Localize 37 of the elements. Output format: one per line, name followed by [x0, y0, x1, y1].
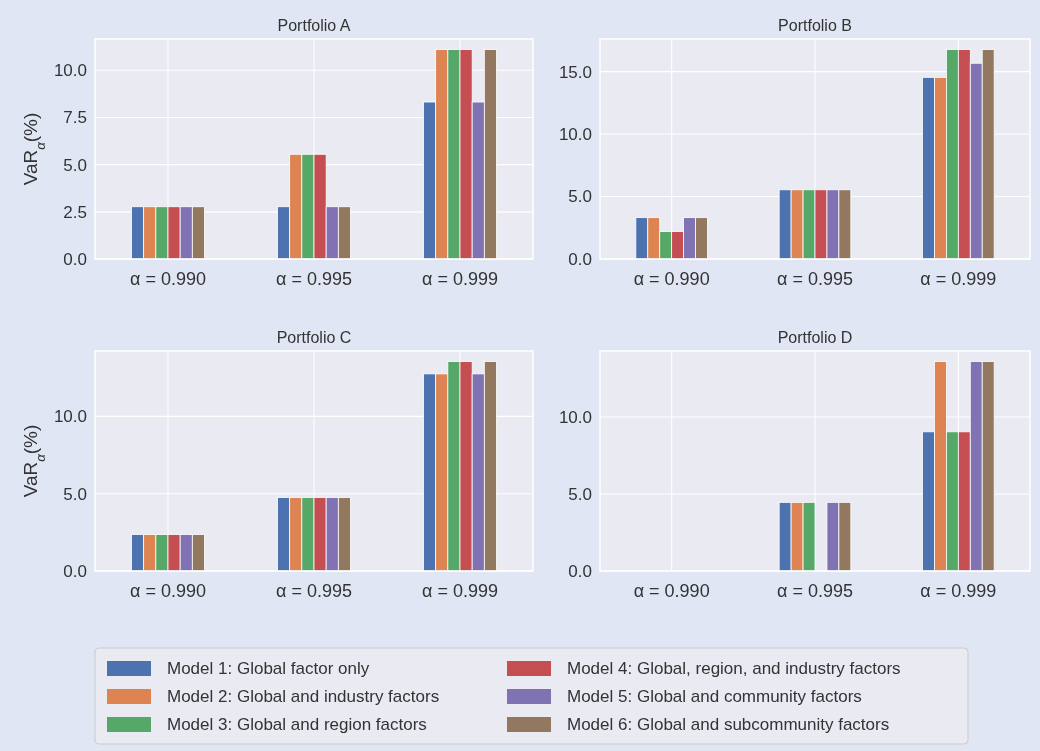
y-tick-label: 0.0 — [568, 561, 592, 581]
y-tick-label: 5.0 — [63, 484, 87, 504]
legend-label: Model 1: Global factor only — [167, 658, 370, 678]
y-tick-label: 0.0 — [568, 249, 592, 269]
x-tick-label: α = 0.990 — [633, 581, 710, 601]
legend-label: Model 6: Global and subcommunity factors — [567, 714, 890, 734]
x-tick-label: α = 0.999 — [920, 581, 997, 601]
y-tick-label: 10.0 — [558, 408, 592, 427]
legend-label: Model 2: Global and industry factors — [167, 686, 440, 706]
y-tick-label: 15.0 — [558, 62, 592, 82]
x-tick-label: α = 0.999 — [422, 269, 498, 289]
y-tick-label: 0.0 — [63, 249, 87, 269]
x-tick-label: α = 0.990 — [130, 269, 206, 289]
chart-title: Portfolio D — [777, 329, 853, 346]
chart-title: Portfolio A — [277, 17, 351, 34]
y-tick-label: 0.0 — [63, 561, 87, 581]
x-tick-label: α = 0.995 — [777, 269, 853, 289]
chart-title: Portfolio C — [276, 329, 352, 346]
legend-label: Model 5: Global and community factors — [567, 686, 862, 706]
y-tick-label: 2.5 — [63, 202, 87, 222]
x-tick-label: α = 0.995 — [777, 581, 853, 601]
y-tick-label: 5.0 — [63, 155, 87, 175]
y-tick-label: 5.0 — [568, 484, 592, 504]
chart-title: Portfolio B — [778, 17, 852, 34]
x-tick-label: α = 0.995 — [276, 581, 352, 601]
x-tick-label: α = 0.995 — [276, 269, 352, 289]
y-tick-label: 5.0 — [568, 187, 592, 207]
y-tick-label: 7.5 — [63, 108, 87, 128]
x-tick-label: α = 0.999 — [422, 581, 498, 601]
y-tick-label: 10.0 — [558, 125, 592, 145]
x-tick-label: α = 0.990 — [633, 269, 710, 289]
legend-label: Model 4: Global, region, and industry factors — [567, 658, 901, 678]
y-tick-label: 10.0 — [53, 407, 87, 427]
legend-label: Model 3: Global and region factors — [167, 714, 427, 734]
y-tick-label: 10.0 — [53, 61, 87, 81]
x-tick-label: α = 0.990 — [130, 581, 206, 601]
x-tick-label: α = 0.999 — [920, 269, 997, 289]
